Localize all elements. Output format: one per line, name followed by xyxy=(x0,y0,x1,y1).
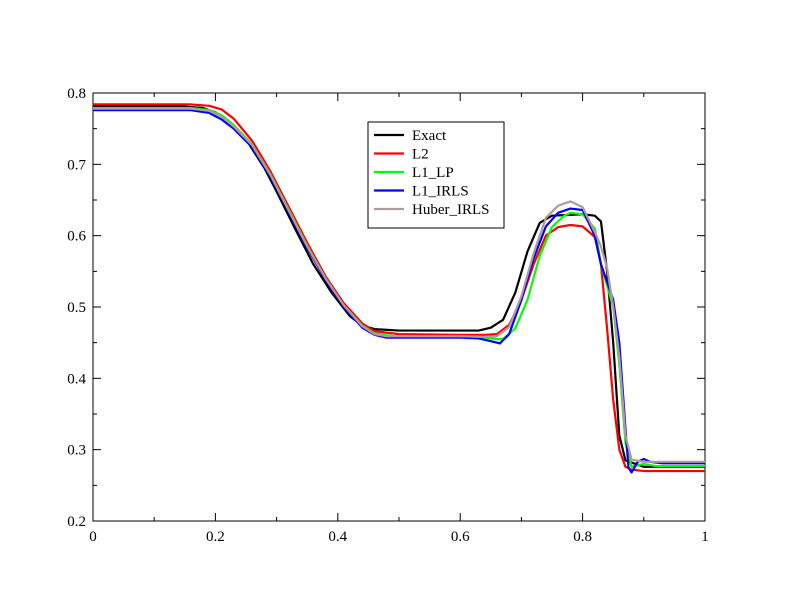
legend-label: Huber_IRLS xyxy=(412,202,490,218)
y-tick-label: 0.6 xyxy=(67,229,86,245)
x-tick-label: 0.8 xyxy=(573,529,592,545)
series-layer xyxy=(93,103,705,474)
series-line-huber-irls xyxy=(93,107,705,463)
y-tick-label: 0.8 xyxy=(67,86,86,102)
legend-label: L1_IRLS xyxy=(412,184,469,200)
y-tick-label: 0.7 xyxy=(67,157,86,173)
y-tick-label: 0.2 xyxy=(67,514,86,530)
x-tick-label: 1 xyxy=(701,529,709,545)
legend-box xyxy=(367,121,505,229)
legend-label: Exact xyxy=(412,128,447,144)
x-tick-label: 0.2 xyxy=(206,529,225,545)
legend-label: L1_LP xyxy=(412,165,454,181)
series-line-l2 xyxy=(93,103,705,473)
axis-ticks: 0 0.2 0.4 0.6 0.8 10.20.30.40.50.60.70.8 xyxy=(67,86,709,545)
x-tick-label: 0.4 xyxy=(328,529,347,545)
y-tick-label: 0.5 xyxy=(67,300,86,316)
y-tick-label: 0.4 xyxy=(67,371,86,387)
x-tick-label: 0.6 xyxy=(451,529,470,545)
y-tick-label: 0.3 xyxy=(67,443,86,459)
legend-label: L2 xyxy=(412,147,429,163)
x-tick-label: 0 xyxy=(89,529,97,545)
legend: Exact L2 L1_LP L1_IRLS Huber_IRLS xyxy=(367,121,505,229)
